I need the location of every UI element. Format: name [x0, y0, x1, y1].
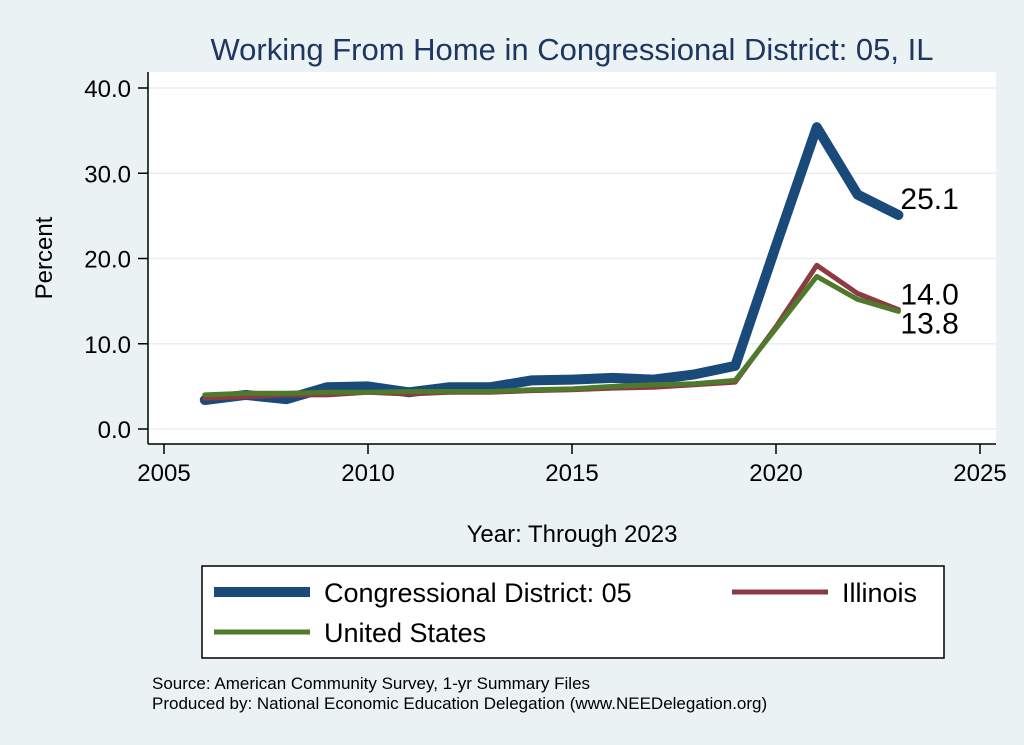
x-axis-title: Year: Through 2023: [467, 521, 678, 548]
x-tick-label: 2010: [341, 460, 394, 487]
data-point: [816, 275, 818, 277]
producer-note: Produced by: National Economic Education…: [152, 694, 767, 713]
x-tick-label: 2005: [137, 460, 190, 487]
data-point: [857, 293, 859, 294]
data-point: [734, 379, 736, 381]
legend-label-illinois: Illinois: [842, 578, 917, 608]
data-point: [734, 365, 736, 367]
series-lines: [199, 122, 904, 405]
data-point: [897, 214, 899, 216]
data-point: [367, 391, 369, 393]
data-point: [204, 394, 206, 396]
data-point: [612, 385, 614, 387]
data-point: [653, 384, 655, 386]
end-labels: 25.1 14.013.8: [900, 183, 958, 340]
series-line-district: [199, 122, 904, 405]
data-point: [530, 379, 532, 381]
data-point: [245, 396, 247, 398]
data-point: [408, 391, 410, 392]
legend-label-us: United States: [324, 618, 486, 648]
data-point: [285, 398, 287, 400]
legend-label-district: Congressional District: 05: [324, 578, 632, 608]
data-point: [857, 194, 859, 196]
data-point: [530, 389, 532, 391]
data-point: [489, 386, 491, 388]
x-tick-label: 2020: [749, 460, 802, 487]
data-point: [571, 379, 573, 381]
data-point: [816, 264, 818, 266]
end-value-label: 14.0: [900, 279, 958, 312]
data-point: [571, 388, 573, 390]
data-point: [775, 327, 777, 329]
y-tick-label: 0.0: [98, 417, 131, 444]
data-point: [693, 373, 695, 375]
chart-title: Working From Home in Congressional Distr…: [210, 32, 933, 67]
x-tick-label: 2015: [545, 460, 598, 487]
data-point: [285, 392, 287, 394]
source-note: Source: American Community Survey, 1-yr …: [152, 674, 590, 693]
data-point: [326, 386, 328, 388]
y-tick-label: 40.0: [84, 76, 131, 103]
y-tick-label: 30.0: [84, 161, 131, 188]
x-axis-ticks: 2005 2010 2015 2020 2025: [137, 444, 1007, 487]
y-axis-ticks: 0.0 10.0 20.0 30.0 40.0: [84, 76, 148, 444]
series-line-united-states: [202, 273, 901, 398]
data-point: [693, 383, 695, 385]
end-value-label: 13.8: [900, 307, 958, 340]
data-point: [816, 126, 818, 128]
y-tick-label: 20.0: [84, 247, 131, 274]
y-tick-label: 10.0: [84, 332, 131, 359]
data-point: [857, 298, 859, 300]
data-point: [653, 379, 655, 381]
y-axis-title: Percent: [31, 216, 58, 299]
data-point: [449, 386, 451, 388]
data-point: [326, 391, 328, 393]
legend-box: [201, 565, 945, 659]
data-point: [449, 391, 451, 392]
legend: Congressional District: 05 Illinois Unit…: [201, 565, 945, 659]
data-point: [775, 245, 777, 247]
data-point: [367, 385, 369, 387]
data-point: [489, 391, 491, 392]
x-tick-label: 2025: [953, 460, 1006, 487]
data-point: [204, 397, 206, 399]
data-point: [897, 310, 899, 312]
end-value-label: 25.1: [900, 183, 958, 216]
data-point: [612, 377, 614, 379]
data-point: [245, 392, 247, 394]
grid-lines: [148, 87, 996, 430]
